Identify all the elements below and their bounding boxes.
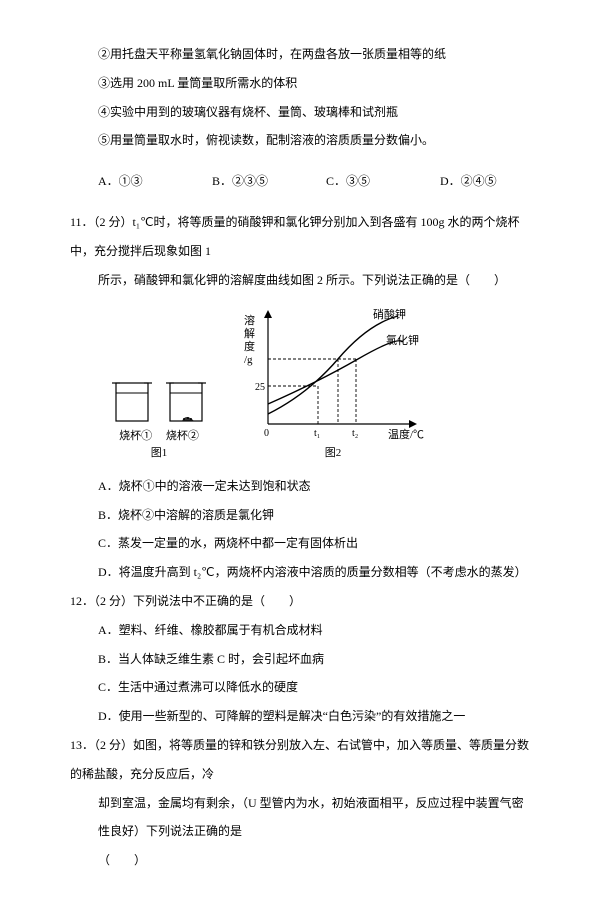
svg-text:度: 度 (244, 339, 255, 353)
beaker1-label: 烧杯① (119, 430, 152, 442)
figure-1: 烧杯① 烧杯② 图1 (110, 377, 208, 462)
q11-option-b: B．烧杯②中溶解的溶质是氯化钾 (70, 501, 535, 530)
q12-option-d: D．使用一些新型的、可降解的塑料是解决“白色污染”的有效措施之一 (70, 702, 535, 731)
fig2-label: 图2 (325, 446, 342, 461)
preq-item-3: ③选用 200 mL 量筒量取所需水的体积 (70, 69, 535, 98)
q12-option-a: A．塑料、纤维、橡胶都属于有机合成材料 (70, 616, 535, 645)
x-tick-0: 0 (264, 428, 269, 439)
preq-options: A．①③ B．②③⑤ C．③⑤ D．②④⑤ (70, 167, 535, 196)
option-a: A．①③ (98, 167, 212, 196)
preq-item-5: ⑤用量筒量取水时，俯视读数，配制溶液的溶质质量分数偏小。 (70, 126, 535, 155)
q11-figure: 烧杯① 烧杯② 图1 溶 解 度 /g 温度/℃ 硝酸钾 氯化钾 (70, 304, 535, 461)
q11-option-c: C．蒸发一定量的水，两烧杯中都一定有固体析出 (70, 529, 535, 558)
y-tick-25: 25 (255, 382, 265, 393)
curve1-label: 硝酸钾 (373, 307, 406, 321)
preq-item-2: ②用托盘天平称量氢氧化钠固体时，在两盘各放一张质量相等的纸 (70, 40, 535, 69)
q11-stem-line1: 11．（2 分）t₁℃时，将等质量的硝酸钾和氯化钾分别加入到各盛有 100g 水… (70, 208, 535, 266)
q13-stem-line1: 13．（2 分）如图，将等质量的锌和铁分别放入左、右试管中，加入等质量、等质量分… (70, 731, 535, 789)
figure-2: 溶 解 度 /g 温度/℃ 硝酸钾 氯化钾 25 0 t₁ t₂ 图2 (238, 304, 428, 461)
option-c: C．③⑤ (326, 167, 440, 196)
x-tick-t2: t₂ (352, 428, 358, 439)
x-axis-label: 温度/℃ (388, 427, 424, 441)
beaker-2-icon (164, 377, 208, 427)
preq-item-4: ④实验中用到的玻璃仪器有烧杯、量筒、玻璃棒和试剂瓶 (70, 98, 535, 127)
option-d: D．②④⑤ (440, 167, 535, 196)
q11-stem-line2: 所示，硝酸钾和氯化钾的溶解度曲线如图 2 所示。下列说法正确的是（ ） (70, 266, 535, 295)
svg-text:/g: /g (244, 354, 253, 366)
q12-option-b: B．当人体缺乏维生素 C 时，会引起坏血病 (70, 645, 535, 674)
option-b: B．②③⑤ (212, 167, 326, 196)
q12-option-c: C．生活中通过煮沸可以降低水的硬度 (70, 673, 535, 702)
beaker-1-icon (110, 377, 154, 427)
q11-option-d: D．将温度升高到 t₂℃，两烧杯内溶液中溶质的质量分数相等（不考虑水的蒸发） (70, 558, 535, 587)
x-tick-t1: t₁ (314, 428, 320, 439)
q13-stem-line2: 却到室温，金属均有剩余，（U 型管内为水，初始液面相平，反应过程中装置气密性良好… (70, 789, 535, 847)
q11-option-a: A．烧杯①中的溶液一定未达到饱和状态 (70, 472, 535, 501)
solubility-chart-icon: 溶 解 度 /g 温度/℃ 硝酸钾 氯化钾 25 0 t₁ t₂ (238, 304, 428, 444)
q12-stem: 12．（2 分）下列说法中不正确的是（ ） (70, 587, 535, 616)
fig1-label: 图1 (151, 446, 168, 461)
q13-stem-line3: （ ） (70, 846, 535, 875)
y-axis-label: 溶 (244, 313, 255, 327)
svg-text:解: 解 (244, 326, 255, 340)
beaker-labels: 烧杯① 烧杯② (119, 429, 199, 444)
beaker2-label: 烧杯② (166, 430, 199, 442)
curve2-label: 氯化钾 (386, 333, 419, 347)
